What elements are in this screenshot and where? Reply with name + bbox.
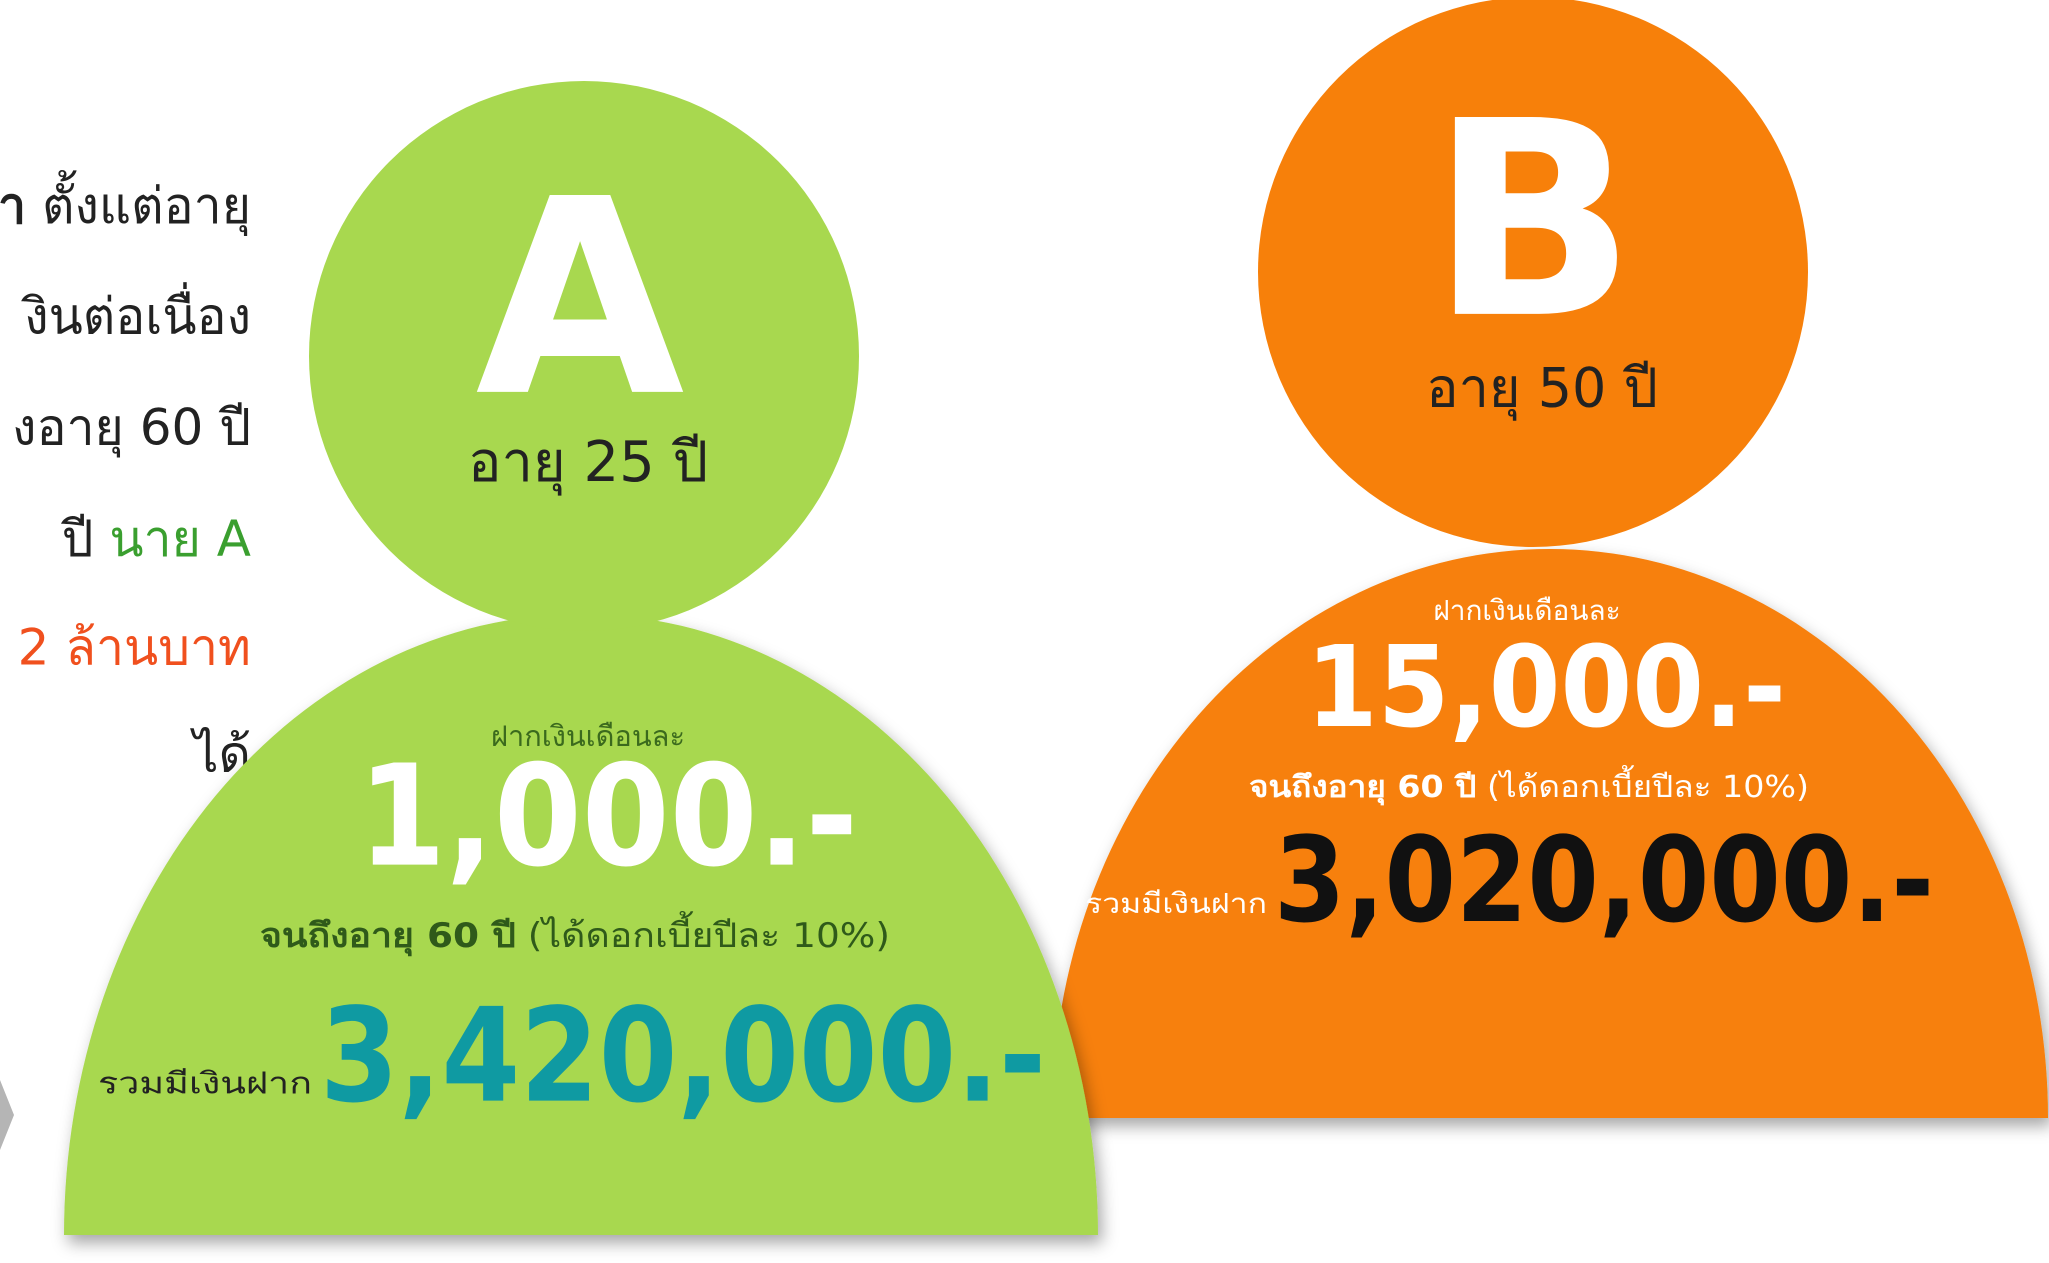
intro-line: งอายุ 60 ปี [12, 399, 251, 458]
intro-text: า ตั้งแต่อายุ งินต่อเนื่อง งอายุ 60 ปี ป… [0, 170, 251, 784]
condition-bold: จนถึงอายุ 60 ปี [1249, 770, 1476, 806]
letter: A [476, 141, 687, 456]
person-b: B อายุ 50 ปี ฝากเงินเดือนละ 15,000.- จนถ… [1052, 0, 2048, 1118]
condition: จนถึงอายุ 60 ปี (ได้ดอกเบี้ยปีละ 10%) [1249, 765, 1809, 806]
head-a [309, 81, 859, 631]
deposit: 1,000.- [358, 736, 858, 899]
letter: B [1430, 63, 1636, 378]
arrow [0, 1080, 14, 1150]
age: อายุ 50 ปี [1426, 357, 1658, 422]
condition: จนถึงอายุ 60 ปี (ได้ดอกเบี้ยปีละ 10%) [260, 911, 890, 957]
deposit-label: ฝากเงินเดือนละ [1433, 594, 1620, 627]
total: 3,020,000.- [1274, 811, 1934, 949]
condition-bold: จนถึงอายุ 60 ปี [260, 916, 516, 957]
deposit-label: ฝากเงินเดือนละ [491, 719, 685, 753]
deposit: 15,000.- [1306, 623, 1786, 753]
intro-segment: ตั้งแต่อายุ [26, 170, 251, 236]
condition-rest: (ได้ดอกเบี้ยปีละ 10%) [516, 911, 890, 956]
person-a: A อายุ 25 ปี ฝากเงินเดือนละ 1,000.- จนถึ… [64, 81, 1098, 1235]
total-label: รวมมีเงินฝาก [98, 1067, 312, 1102]
intro-line: 2 ล้านบาท [18, 619, 251, 677]
total-label: รวมมีเงินฝาก [1085, 887, 1267, 920]
age: อายุ 25 ปี [468, 430, 708, 496]
intro-segment: ปี [61, 510, 110, 568]
intro-segment: นาย A [109, 510, 251, 568]
body-a [64, 614, 1098, 1235]
intro-line: ปี นาย A [61, 510, 251, 568]
body-b [1052, 549, 2048, 1118]
condition-rest: (ได้ดอกเบี้ยปีละ 10%) [1476, 765, 1809, 805]
head-b [1258, 0, 1808, 547]
intro-segment: า [0, 177, 26, 235]
intro-line: า ตั้งแต่อายุ [0, 170, 251, 236]
total: 3,420,000.- [320, 980, 1046, 1132]
intro-line: งินต่อเนื่อง [21, 283, 251, 346]
